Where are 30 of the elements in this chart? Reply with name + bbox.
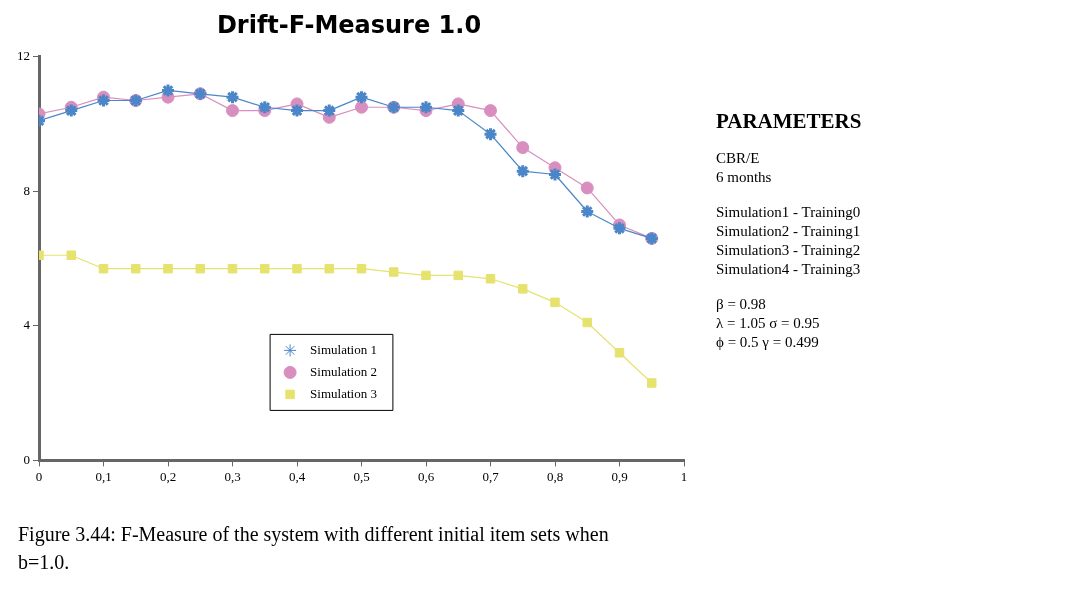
text: Simulation1 - Training0 xyxy=(716,203,862,222)
x-tick-label: 0,8 xyxy=(546,468,564,484)
x-tick-label: 0,5 xyxy=(353,468,370,484)
x-tick-label: 1 xyxy=(680,468,688,484)
chart-title: Drift-F-Measure 1.0 xyxy=(216,10,482,39)
y-tick-label: 4 xyxy=(23,317,31,333)
text: CBR/E xyxy=(716,149,761,168)
legend-label: Simulation 1 xyxy=(310,341,377,357)
x-tick-label: 0 xyxy=(35,468,43,484)
text: Simulation3 - Training2 xyxy=(716,241,862,260)
x-tick-label: 0,3 xyxy=(224,468,241,484)
text: λ = 1.05 σ = 0.95 xyxy=(716,314,821,333)
text: 6 months xyxy=(716,168,773,187)
caption: Figure 3.44: F-Measure of the system with different initial item sets when b=1.0. xyxy=(18,522,610,575)
y-tick-label: 8 xyxy=(23,182,30,198)
x-tick-label: 0,6 xyxy=(417,468,435,484)
x-tick-label: 0,7 xyxy=(482,468,500,484)
text: Simulation4 - Training3 xyxy=(716,260,862,279)
x-tick-label: 0,1 xyxy=(95,468,112,484)
legend-label: Simulation 2 xyxy=(310,363,377,379)
x-tick-label: 0,2 xyxy=(159,468,177,484)
y-tick-label: 12 xyxy=(17,48,30,64)
text: Simulation2 - Training1 xyxy=(716,222,862,241)
text: PARAMETERS xyxy=(716,109,863,133)
legend-label: Simulation 3 xyxy=(310,385,377,401)
y-tick-label: 0 xyxy=(23,451,30,467)
text: ϕ = 0.5 γ = 0.499 xyxy=(716,333,820,352)
text: β = 0.98 xyxy=(716,295,767,314)
x-tick-label: 0,4 xyxy=(288,468,306,484)
x-tick-label: 0,9 xyxy=(611,468,628,484)
